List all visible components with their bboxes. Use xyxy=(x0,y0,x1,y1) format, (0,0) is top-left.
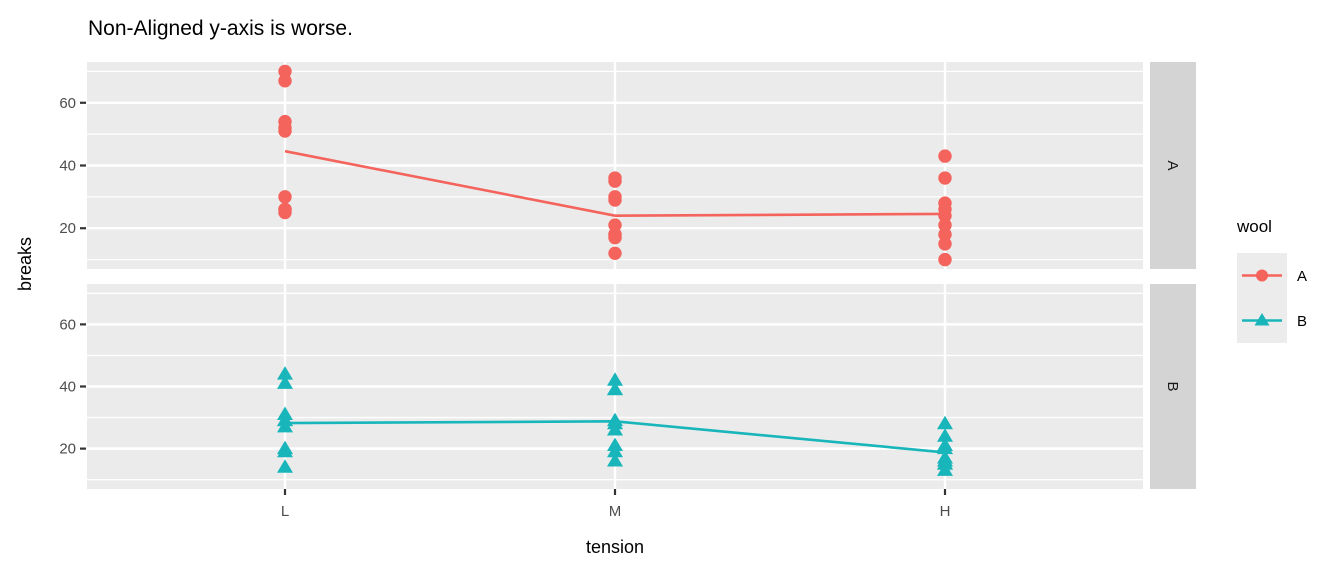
data-point xyxy=(607,412,623,427)
plot-title: Non-Aligned y-axis is worse. xyxy=(88,17,353,40)
facet-panel-a xyxy=(87,62,1143,269)
y-axis-title: breaks xyxy=(15,237,35,291)
data-point xyxy=(608,218,622,232)
data-point xyxy=(277,366,293,380)
data-point xyxy=(937,437,953,452)
data-point xyxy=(278,190,292,204)
data-point xyxy=(278,64,292,79)
facet-strip-b xyxy=(1150,284,1196,489)
data-point xyxy=(277,459,293,473)
data-point xyxy=(278,74,292,88)
mean-line xyxy=(284,149,946,217)
data-point xyxy=(938,252,952,267)
facet-strips: A B xyxy=(1150,62,1196,489)
facet-panel-b xyxy=(87,284,1143,489)
data-point xyxy=(608,227,622,242)
legend-keys xyxy=(1237,253,1287,343)
legend-key-triangle-icon xyxy=(1254,313,1270,326)
data-point xyxy=(278,202,292,217)
data-point xyxy=(938,171,952,185)
data-point xyxy=(278,124,292,138)
y-tick-label: 40 xyxy=(59,379,76,396)
data-point xyxy=(938,202,952,217)
data-point xyxy=(607,372,623,386)
x-tick-label: M xyxy=(609,503,622,520)
y-tick-label: 20 xyxy=(59,441,76,458)
y-tick-label: 20 xyxy=(59,220,76,237)
data-point xyxy=(937,428,953,442)
axes: 20 40 60 20 40 60 L M H xyxy=(59,95,950,520)
data-point xyxy=(607,437,623,452)
data-point xyxy=(937,453,953,467)
data-point xyxy=(938,149,952,163)
data-point xyxy=(938,237,952,251)
y-tick-label: 60 xyxy=(59,316,76,333)
legend: wool A B xyxy=(1236,217,1307,343)
x-tick-label: L xyxy=(281,503,289,520)
data-point xyxy=(607,381,623,396)
y-tick-label: 40 xyxy=(59,158,76,175)
data-point xyxy=(937,415,953,430)
data-point xyxy=(938,227,952,242)
legend-label-a: A xyxy=(1297,268,1307,285)
data-point xyxy=(608,190,622,204)
x-tick-label: H xyxy=(940,503,951,520)
legend-label-b: B xyxy=(1297,313,1307,330)
data-point xyxy=(608,171,622,185)
legend-title: wool xyxy=(1236,217,1272,236)
legend-key-circle-icon xyxy=(1256,269,1268,282)
data-point xyxy=(277,375,293,389)
x-axis-title: tension xyxy=(586,537,644,557)
facet-strip-b-label: B xyxy=(1164,381,1181,391)
data-point xyxy=(607,453,623,467)
data-point xyxy=(277,406,293,420)
facet-strip-a xyxy=(1150,62,1196,269)
y-tick-label: 60 xyxy=(59,95,76,112)
facet-strip-a-label: A xyxy=(1164,160,1181,170)
data-point xyxy=(938,218,952,232)
data-point xyxy=(277,440,293,455)
data-point xyxy=(608,246,622,261)
